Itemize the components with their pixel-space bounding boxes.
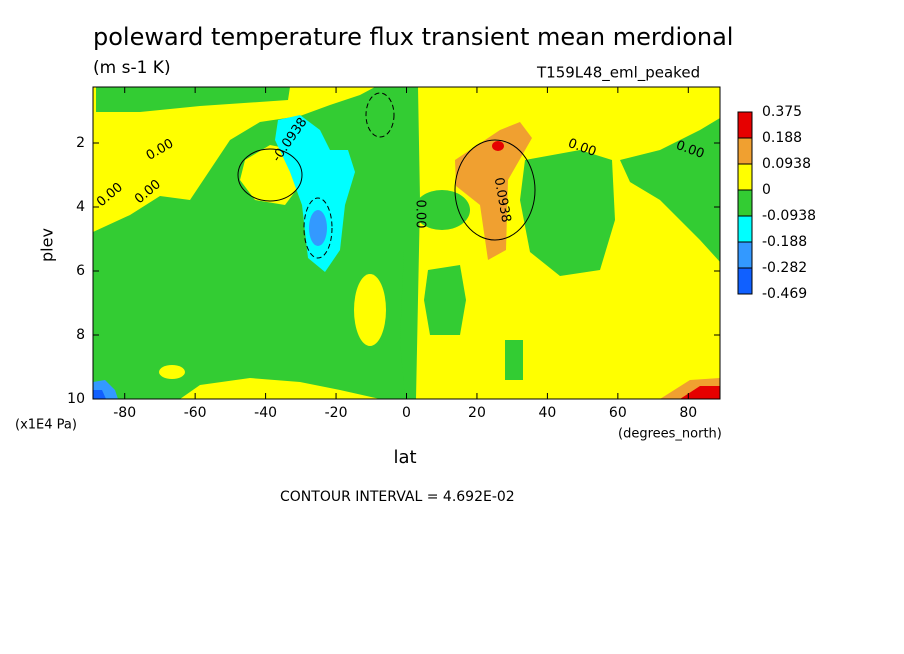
x-tick-label: 20 [468, 405, 486, 421]
x-tick-label: -60 [184, 405, 207, 421]
y-tick-label: 4 [76, 199, 85, 215]
region [424, 265, 466, 335]
region [400, 87, 420, 399]
contour-field [93, 87, 720, 399]
x-axis-units: (degrees_north) [618, 427, 722, 442]
x-tick-label: 80 [679, 405, 697, 421]
region [180, 378, 380, 399]
x-tick-label: 60 [609, 405, 627, 421]
region [159, 365, 185, 379]
region [309, 210, 327, 246]
colorbar-box [737, 267, 753, 295]
y-axis-units: (x1E4 Pa) [15, 418, 77, 433]
x-tick-label: -40 [254, 405, 277, 421]
contour-label: 0.00 [413, 200, 428, 229]
footnote: CONTOUR INTERVAL = 4.692E-02 [280, 489, 515, 505]
chart-title: poleward temperature flux transient mean… [93, 23, 733, 51]
region [354, 274, 386, 346]
region [492, 141, 504, 151]
colorbar-label: 0.375 [762, 104, 802, 120]
colorbar-box [737, 241, 753, 269]
contour-line [454, 139, 536, 241]
colorbar-label: -0.469 [762, 286, 807, 302]
region [96, 87, 290, 112]
colorbar-label: 0.0938 [762, 156, 811, 172]
region [455, 122, 532, 260]
region [93, 390, 106, 399]
colorbar-label: 0 [762, 182, 771, 198]
colorbar-box [737, 189, 753, 217]
region [505, 340, 523, 380]
y-tick-label: 6 [76, 263, 85, 279]
x-tick-label: 40 [538, 405, 556, 421]
colorbar-label: 0.188 [762, 130, 802, 146]
colorbar-label: -0.282 [762, 260, 807, 276]
region [620, 118, 720, 262]
contour-line [237, 148, 303, 202]
x-tick-label: -80 [113, 405, 136, 421]
x-tick-label: 0 [402, 405, 411, 421]
colorbar-box [737, 111, 753, 139]
y-tick-label: 10 [67, 391, 85, 407]
colorbar-box [737, 163, 753, 191]
region [275, 115, 355, 272]
y-axis-label: plev [38, 228, 57, 262]
x-tick-label: -20 [325, 405, 348, 421]
colorbar-label: -0.0938 [762, 208, 816, 224]
dataset-label: T159L48_eml_peaked [536, 64, 700, 83]
colorbar-box [737, 215, 753, 243]
y-tick-label: 8 [76, 327, 85, 343]
contour-line [365, 92, 395, 138]
x-axis-label: lat [393, 447, 416, 468]
contour-line [303, 197, 333, 259]
region [680, 386, 720, 399]
colorbar-box [737, 137, 753, 165]
y-tick-label: 2 [76, 135, 85, 151]
region [520, 150, 615, 276]
units: (m s-1 K) [93, 58, 171, 78]
colorbar-label: -0.188 [762, 234, 807, 250]
